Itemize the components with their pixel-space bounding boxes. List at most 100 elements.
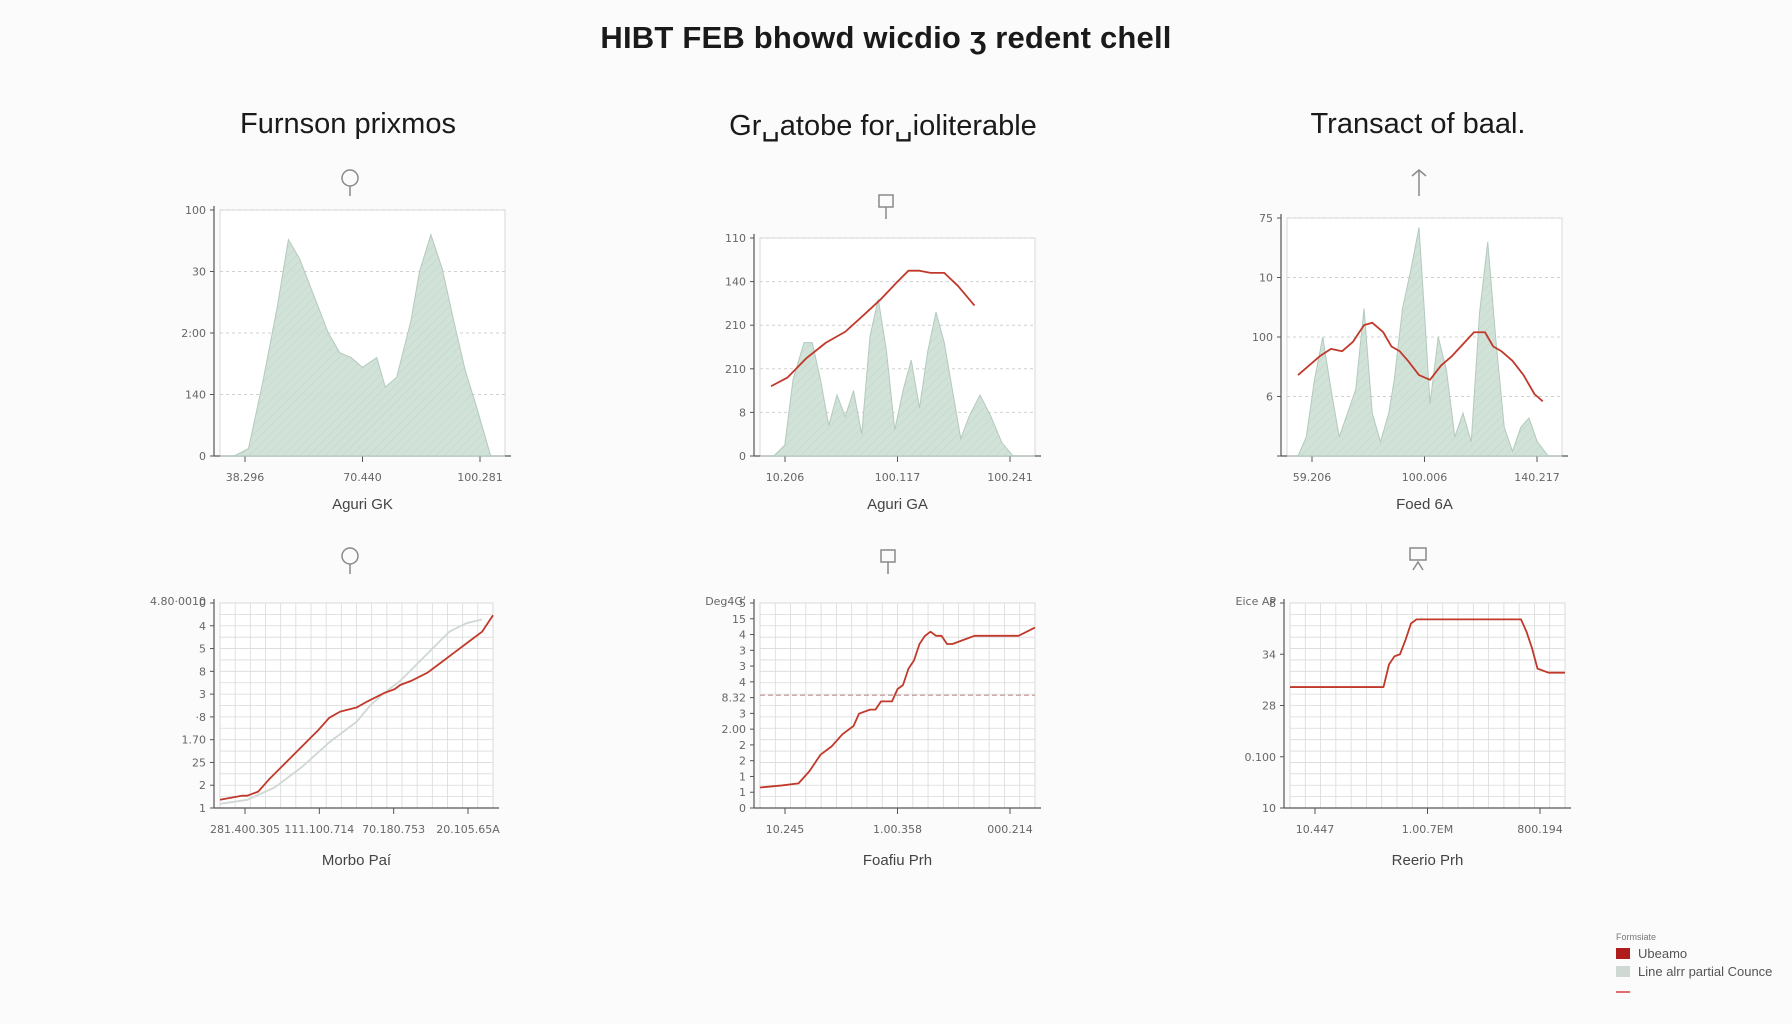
y-axis-title: Eice AP [1236, 595, 1277, 608]
x-tick-label: 10.206 [766, 471, 805, 484]
y-tick-label: 0 [199, 597, 206, 610]
y-tick-label: 100 [1252, 331, 1273, 344]
y-tick-label: 30 [192, 266, 206, 279]
y-tick-label: 0 [739, 450, 746, 463]
series-line-1 [219, 618, 483, 805]
series-line-2 [219, 614, 494, 801]
x-tick-label: 100.241 [987, 471, 1033, 484]
y-tick-label: 140 [725, 276, 746, 289]
y-tick-label: 3 [199, 688, 206, 701]
x-tick-label: 140.217 [1514, 471, 1560, 484]
legend-item-dash [1616, 980, 1772, 998]
y-tick-label: 8.32 [722, 692, 747, 705]
x-tick-label: 38.296 [226, 471, 265, 484]
y-tick-label: 28 [1262, 700, 1276, 713]
column-title-1: Furnson prixmos [240, 108, 456, 140]
y-tick-label: 75 [1259, 212, 1273, 225]
y-tick-label: 110 [725, 232, 746, 245]
main-title: HIBT FEB bhowd wicdio ʒ redent chell [600, 20, 1172, 55]
area-series [1287, 227, 1562, 457]
chart-panel-5: 5 15 4 3 3 4 8.32 3 2.00 2 2 1 1 0 10.245 1.00.358 000.2… [705, 549, 1041, 869]
series-line-1 [759, 626, 1036, 789]
y-tick-label: 2 [739, 755, 746, 768]
y-tick-label: 2:00 [181, 327, 206, 340]
chart-panel-2: 110 140 210 210 8 0 10.206 100.117 100.241 Aguri … [725, 194, 1041, 513]
arrow-up-icon [1411, 169, 1427, 196]
x-tick-label: 10.245 [766, 823, 805, 836]
x-tick-label: 1.00.358 [873, 823, 922, 836]
x-axis-label: Aguri GA [867, 496, 928, 513]
y-tick-label: 8 [199, 665, 206, 678]
legend-item-ubeamo: Ubeamo [1616, 944, 1772, 962]
trend-line [770, 269, 976, 388]
y-tick-label: 8 [739, 406, 746, 419]
x-tick-label: 100.117 [875, 471, 921, 484]
x-tick-label: 20.105.65A [436, 823, 500, 836]
x-tick-label: 100.006 [1402, 471, 1448, 484]
y-tick-label: 4 [199, 620, 206, 633]
trend-line [1297, 321, 1544, 402]
y-tick-label: 5 [199, 643, 206, 656]
y-tick-label: 3 [739, 644, 746, 657]
chart-panel-6: 8 34 28 0.100 10 10.447 1.00.7EM 800.194 Eice AP… [1236, 547, 1571, 869]
x-axis-label: Foed 6A [1396, 496, 1453, 513]
y-tick-label: 2 [199, 779, 206, 792]
legend: Formsiate Ubeamo Line alrr partial Counc… [1616, 932, 1772, 998]
lightbulb-icon [341, 547, 359, 565]
x-tick-label: 70.440 [343, 471, 382, 484]
y-tick-label: 34 [1262, 648, 1276, 661]
x-tick-label: 70.180.753 [362, 823, 425, 836]
x-axis-label: Reerio Prh [1392, 852, 1464, 869]
y-tick-label: 2 [739, 739, 746, 752]
y-tick-label: 4 [739, 676, 746, 689]
y-tick-label: 1 [739, 786, 746, 799]
image-icon-stand [1412, 560, 1424, 571]
x-axis-label: Aguri GK [332, 496, 393, 513]
x-tick-label: 281.400.305 [210, 823, 280, 836]
x-tick-label: 800.194 [1517, 823, 1563, 836]
y-tick-label: 140 [185, 389, 206, 402]
share-icon [878, 194, 894, 208]
y-tick-label: 1.70 [182, 734, 207, 747]
image-icon [1409, 547, 1427, 561]
area-series [220, 232, 505, 457]
y-tick-label: 6 [1266, 391, 1273, 404]
y-tick-label: 0 [739, 802, 746, 815]
y-tick-label: 10 [1259, 272, 1273, 285]
legend-swatch-dash [1616, 991, 1630, 993]
share-icon [880, 549, 896, 563]
column-title-3: Transact of baal. [1310, 108, 1526, 140]
y-tick-label: 4 [739, 629, 746, 642]
x-tick-label: 1.00.7EM [1402, 823, 1453, 836]
y-tick-label: 5 [739, 597, 746, 610]
chart-panel-3: 75 10 100 6 59.206 100.006 140.217 Foed 6A [1252, 169, 1568, 513]
y-tick-label: 1 [739, 770, 746, 783]
x-axis-label: Foafiu Prh [863, 852, 932, 869]
legend-label: Line alrr partial Counce [1638, 963, 1773, 979]
x-tick-label: 000.214 [987, 823, 1033, 836]
y-axis-title: Deg4Gʹ [705, 595, 746, 608]
legend-label: Ubeamo [1638, 945, 1688, 961]
x-tick-label: 100.281 [457, 471, 503, 484]
y-tick-label: 2.00 [722, 723, 747, 736]
legend-swatch-green [1616, 965, 1630, 977]
x-tick-label: 59.206 [1293, 471, 1332, 484]
y-tick-label: 0 [199, 450, 206, 463]
y-tick-label: 3 [739, 707, 746, 720]
legend-swatch-red [1616, 947, 1630, 959]
x-tick-label: 10.447 [1296, 823, 1335, 836]
y-tick-label: 1 [199, 802, 206, 815]
lightbulb-icon [341, 169, 359, 187]
y-tick-label: 210 [725, 363, 746, 376]
y-tick-label: 210 [725, 319, 746, 332]
legend-item-line: Line alrr partial Counce [1616, 962, 1772, 980]
y-tick-label: 25 [192, 756, 206, 769]
y-tick-label: 100 [185, 204, 206, 217]
chart-panel-1: 100 30 2:00 140 0 38.296 70.440 100.281 Aguri GK [181, 169, 511, 513]
y-tick-label: 8 [1269, 597, 1276, 610]
y-tick-label: 15 [732, 613, 746, 626]
x-tick-label: 111.100.714 [284, 823, 354, 836]
area-series [760, 298, 1035, 457]
y-tick-label: 0.100 [1245, 751, 1277, 764]
